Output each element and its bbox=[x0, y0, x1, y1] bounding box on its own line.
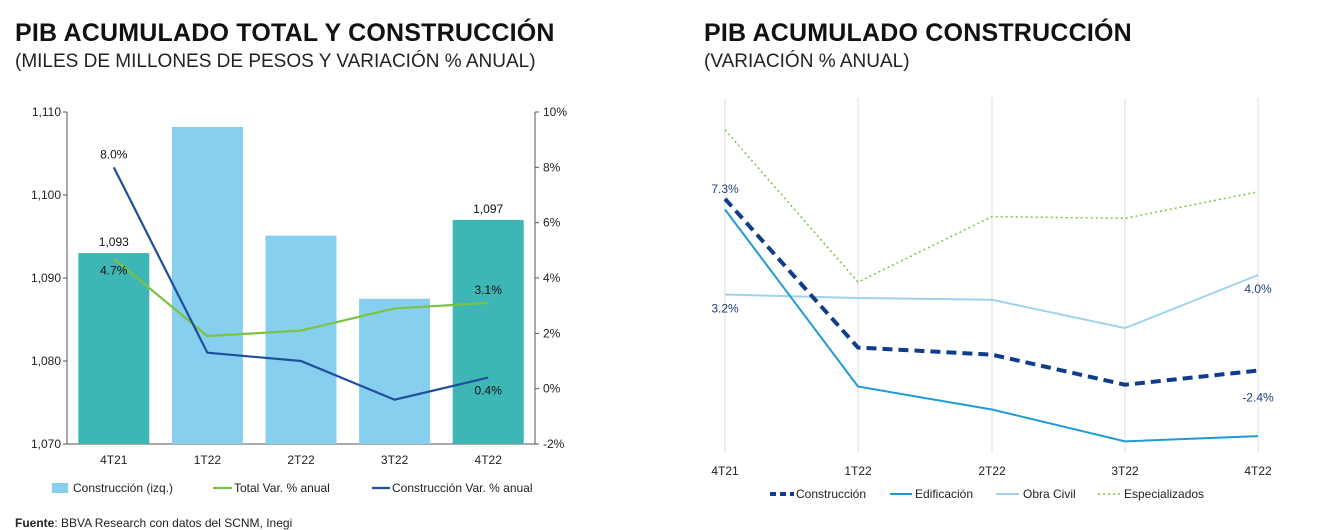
right-axis-tick-label: 8% bbox=[543, 160, 561, 174]
x-tick-label: 4T21 bbox=[100, 453, 128, 467]
x-tick-label: 1T22 bbox=[194, 453, 222, 467]
legend-label: Especializados bbox=[1124, 487, 1204, 501]
obra-civil-label: 3.2% bbox=[711, 301, 739, 315]
legend-swatch-construccion-bar bbox=[52, 483, 68, 493]
bar-construccion bbox=[265, 235, 337, 444]
legend-label: Edificación bbox=[915, 487, 973, 501]
right-chart-subtitle: (VARIACIÓN % ANUAL) bbox=[704, 51, 910, 72]
right-chart-title: PIB ACUMULADO CONSTRUCCIÓN bbox=[704, 19, 1132, 47]
line-construccion-var bbox=[112, 166, 489, 401]
total-var-label: 3.1% bbox=[475, 283, 503, 297]
legend-label: Obra Civil bbox=[1023, 487, 1076, 501]
legend-label: Total Var. % anual bbox=[234, 481, 330, 495]
left-chart-title: PIB ACUMULADO TOTAL Y CONSTRUCCIÓN bbox=[15, 19, 555, 47]
right-axis-tick-label: 2% bbox=[543, 326, 561, 340]
right-axis-tick-label: 6% bbox=[543, 216, 561, 230]
x-tick-label: 3T22 bbox=[381, 453, 409, 467]
construccion-label: -2.4% bbox=[1242, 391, 1274, 405]
right-axis-tick-label: 10% bbox=[543, 105, 567, 119]
x-tick-label: 4T22 bbox=[1244, 464, 1272, 478]
bar-value-label: 1,093 bbox=[99, 235, 129, 249]
legend-label: Construcción (izq.) bbox=[73, 481, 173, 495]
bar-value-label: 1,097 bbox=[473, 202, 503, 216]
x-tick-label: 2T22 bbox=[287, 453, 315, 467]
bar-construccion bbox=[359, 298, 431, 444]
left-axis-tick-label: 1,090 bbox=[31, 271, 61, 285]
line-construccin bbox=[723, 197, 1259, 387]
source-text: : BBVA Research con datos del SCNM, Ineg… bbox=[54, 516, 293, 530]
source-label: Fuente bbox=[15, 516, 55, 530]
right-axis-tick-label: 0% bbox=[543, 382, 561, 396]
right-axis-tick-label: 4% bbox=[543, 271, 561, 285]
total-var-label: 4.7% bbox=[100, 264, 128, 278]
bar-construccion bbox=[171, 126, 243, 444]
right-axis-tick-label: -2% bbox=[543, 437, 565, 451]
line-total-var bbox=[113, 257, 489, 338]
left-chart-subtitle: (MILES DE MILLONES DE PESOS Y VARIACIÓN … bbox=[15, 51, 536, 72]
construccion-label: 7.3% bbox=[711, 182, 739, 196]
x-tick-label: 3T22 bbox=[1111, 464, 1139, 478]
construccion-var-label: 8.0% bbox=[100, 147, 128, 161]
left-axis-tick-label: 1,100 bbox=[31, 188, 61, 202]
x-tick-label: 4T21 bbox=[711, 464, 739, 478]
x-tick-label: 2T22 bbox=[978, 464, 1006, 478]
bar-construccion bbox=[78, 253, 150, 444]
source-note: Fuente: BBVA Research con datos del SCNM… bbox=[15, 516, 292, 530]
legend-label: Construcción bbox=[796, 487, 866, 501]
left-axis-tick-label: 1,110 bbox=[32, 105, 61, 119]
legend-label: Construcción Var. % anual bbox=[392, 481, 533, 495]
x-tick-label: 1T22 bbox=[844, 464, 872, 478]
obra-civil-label: 4.0% bbox=[1244, 282, 1272, 296]
left-axis-tick-label: 1,080 bbox=[31, 354, 61, 368]
bar-construccion bbox=[452, 219, 524, 444]
line-especializados bbox=[724, 129, 1259, 284]
x-tick-label: 4T22 bbox=[475, 453, 503, 467]
construccion-var-label: 0.4% bbox=[475, 384, 503, 398]
line-edificacin bbox=[724, 208, 1259, 443]
left-axis-tick-label: 1,070 bbox=[31, 437, 61, 451]
